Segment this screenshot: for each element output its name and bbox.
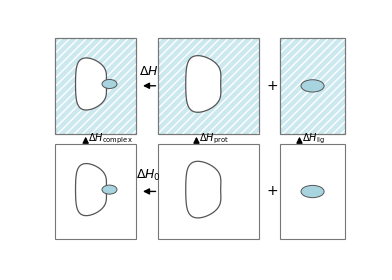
Bar bbox=[55, 144, 136, 239]
Bar bbox=[158, 38, 259, 134]
Bar bbox=[280, 38, 345, 134]
Bar bbox=[55, 38, 136, 134]
Text: $\Delta H_\mathrm{complex}$: $\Delta H_\mathrm{complex}$ bbox=[88, 132, 133, 146]
Text: $\Delta H_\mathrm{prot}$: $\Delta H_\mathrm{prot}$ bbox=[199, 132, 229, 146]
Bar bbox=[55, 38, 136, 134]
Bar bbox=[55, 38, 136, 134]
Bar bbox=[280, 38, 345, 134]
Polygon shape bbox=[186, 161, 221, 218]
Bar bbox=[158, 144, 259, 239]
Text: $+$: $+$ bbox=[266, 79, 278, 93]
Text: $+$: $+$ bbox=[266, 185, 278, 199]
Bar bbox=[280, 38, 345, 134]
Text: $\Delta H_\mathrm{lig}$: $\Delta H_\mathrm{lig}$ bbox=[302, 132, 325, 146]
Bar bbox=[158, 38, 259, 134]
Text: $\Delta H_0$: $\Delta H_0$ bbox=[136, 168, 161, 183]
Text: $\Delta H$: $\Delta H$ bbox=[139, 65, 158, 78]
Ellipse shape bbox=[301, 80, 324, 92]
Ellipse shape bbox=[102, 185, 117, 194]
Bar bbox=[158, 38, 259, 134]
Ellipse shape bbox=[102, 80, 117, 88]
Polygon shape bbox=[186, 56, 221, 112]
Ellipse shape bbox=[301, 185, 324, 198]
Polygon shape bbox=[76, 164, 107, 216]
Bar bbox=[280, 144, 345, 239]
Polygon shape bbox=[76, 58, 107, 110]
